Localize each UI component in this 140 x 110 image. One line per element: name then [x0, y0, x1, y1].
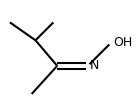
Text: OH: OH: [113, 36, 132, 49]
Text: N: N: [90, 59, 99, 72]
